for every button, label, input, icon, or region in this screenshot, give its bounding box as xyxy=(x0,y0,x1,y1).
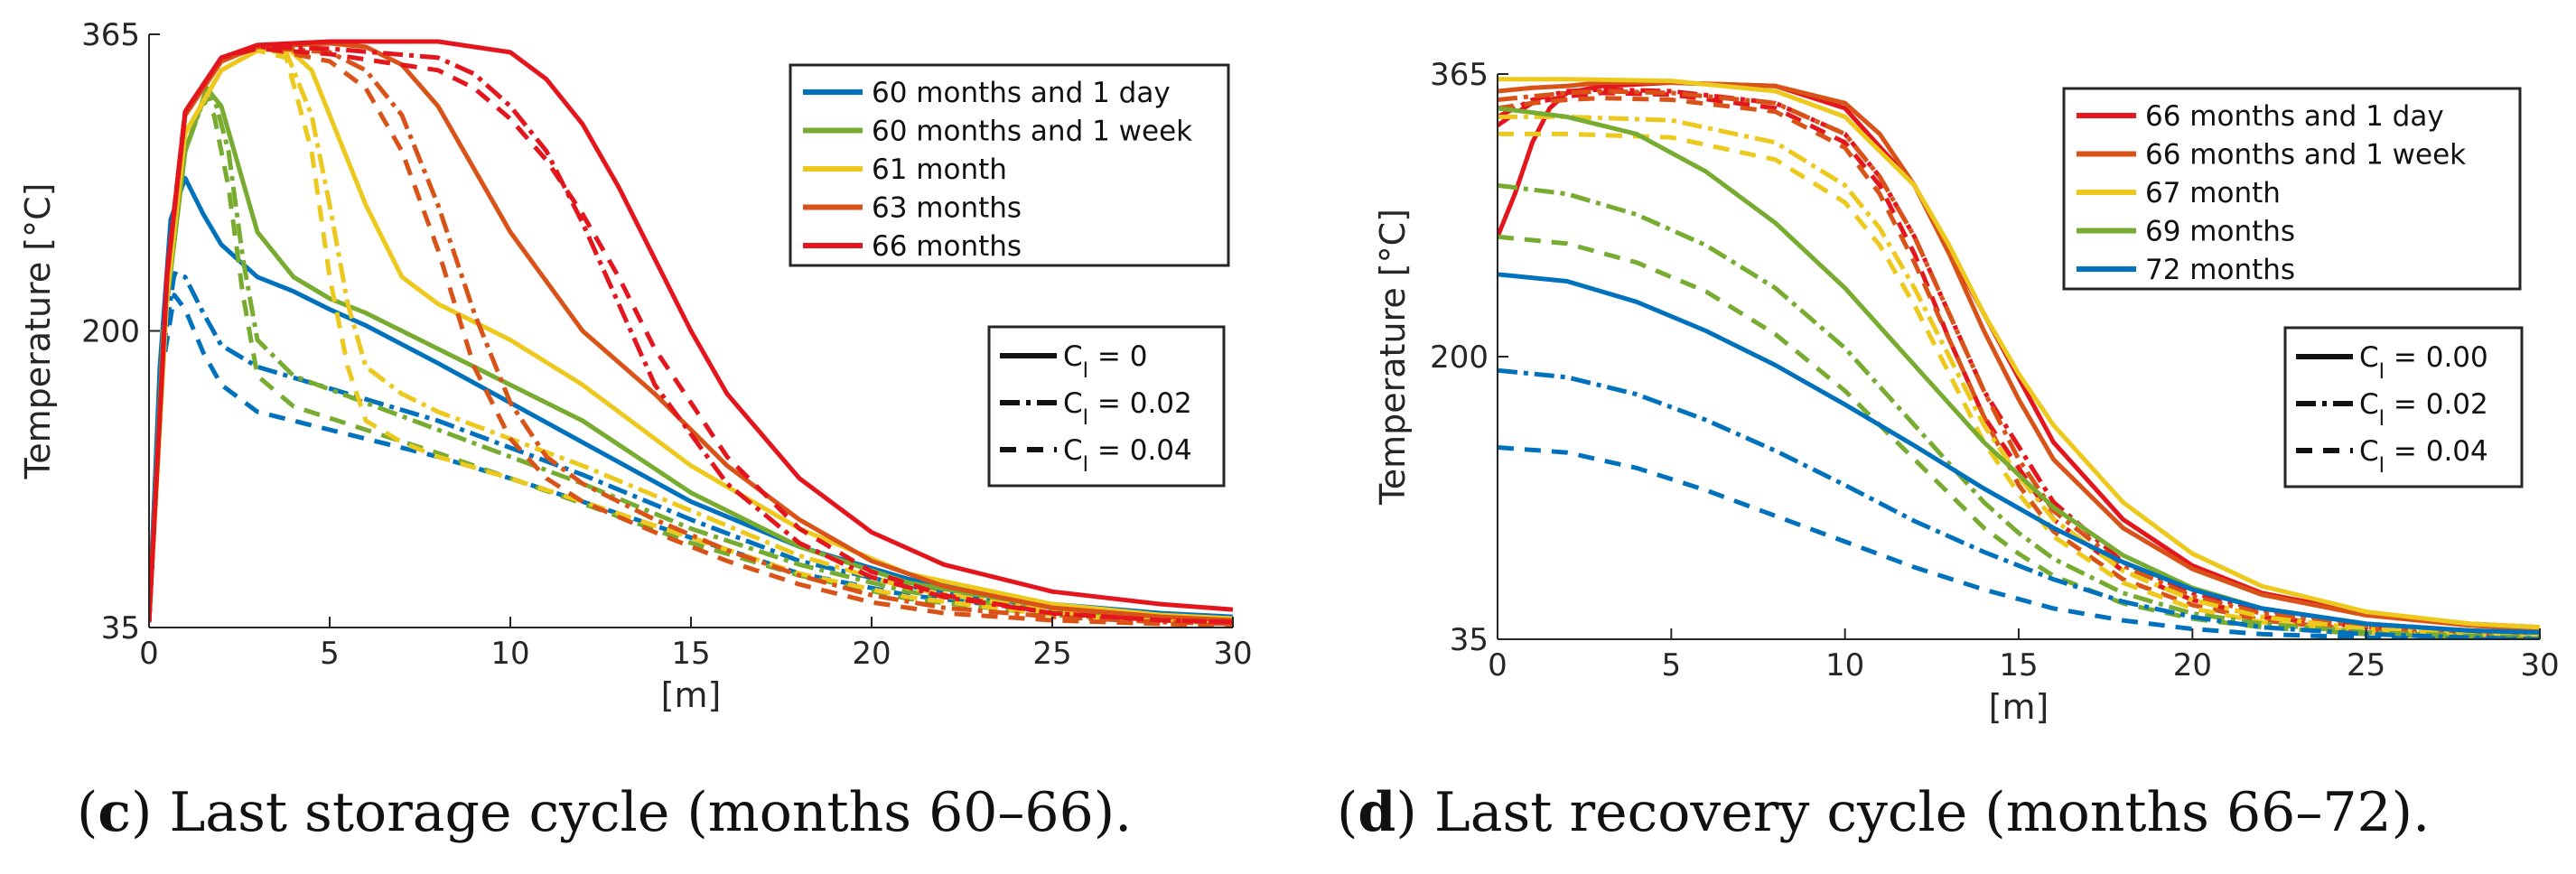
x-axis-label-c: [m] xyxy=(661,675,722,715)
series-line-d-12 xyxy=(1498,272,2540,635)
series-line-c-3 xyxy=(149,86,1233,623)
x-tick-label-d-5: 25 xyxy=(2347,647,2385,683)
series-line-d-14 xyxy=(1498,445,2540,639)
x-tick-label-d-1: 5 xyxy=(1662,647,1682,683)
caption-c-text: Last storage cycle (months 60–66). xyxy=(152,781,1132,844)
y-tick-label-c-2: 365 xyxy=(81,17,140,53)
series-line-c-14 xyxy=(149,46,1233,625)
series-line-d-5 xyxy=(1498,96,2540,638)
legend-series-c: 60 months and 1 day 60 months and 1 week 6… xyxy=(789,63,1230,267)
x-tick-label-c-6: 30 xyxy=(1213,636,1252,672)
series-line-d-6 xyxy=(1498,77,2540,630)
series-line-c-8 xyxy=(149,48,1233,627)
y-axis-label-d: Temperature [°C] xyxy=(1373,209,1413,506)
x-tick-label-c-2: 10 xyxy=(490,636,529,672)
series-line-c-10 xyxy=(149,44,1233,627)
series-line-d-7 xyxy=(1498,114,2540,638)
caption-c: (c) Last storage cycle (months 60–66). xyxy=(77,781,1132,844)
series-line-c-11 xyxy=(149,44,1233,628)
legend-label-c-3: 63 months xyxy=(872,192,1022,225)
legend-series-box-c xyxy=(789,63,1230,267)
series-line-d-3 xyxy=(1498,80,2540,632)
legend-label-c-4: 66 months xyxy=(872,230,1022,263)
legend-style-label-c-1: Cl = 0.02 xyxy=(1063,387,1192,430)
series-line-d-13 xyxy=(1498,367,2540,639)
legend-label-d-0: 66 months and 1 day xyxy=(2145,100,2444,133)
series-line-d-4 xyxy=(1498,88,2540,637)
series-line-c-1 xyxy=(149,271,1233,623)
caption-c-letter: c xyxy=(98,781,131,844)
caption-d-letter: d xyxy=(1358,781,1395,844)
x-tick-label-d-6: 30 xyxy=(2520,647,2559,683)
series-line-c-0 xyxy=(149,175,1233,623)
legend-series-d: 66 months and 1 day 66 months and 1 week 6… xyxy=(2062,87,2522,291)
legend-label-c-0: 60 months and 1 day xyxy=(872,77,1171,109)
legend-style-label-c-2: Cl = 0.04 xyxy=(1063,434,1192,477)
y-tick-label-d-2: 365 xyxy=(1430,57,1489,93)
legend-label-c-2: 61 month xyxy=(872,153,1007,186)
series-line-d-1 xyxy=(1498,87,2540,635)
legend-label-d-2: 67 month xyxy=(2145,177,2281,209)
x-tick-label-d-3: 15 xyxy=(1999,647,2038,683)
y-tick-label-c-1: 200 xyxy=(81,314,140,350)
legend-style-label-d-2: Cl = 0.04 xyxy=(2359,435,2488,478)
x-tick-label-c-4: 20 xyxy=(852,636,891,672)
x-tick-label-c-3: 15 xyxy=(671,636,710,672)
legend-label-d-3: 69 months xyxy=(2145,216,2295,248)
x-tick-label-c-0: 0 xyxy=(139,636,159,672)
x-tick-label-d-2: 10 xyxy=(1825,647,1864,683)
caption-d: (d) Last recovery cycle (months 66–72). xyxy=(1337,781,2430,844)
series-line-d-8 xyxy=(1498,131,2540,639)
series-line-d-10 xyxy=(1498,182,2540,639)
panel-d: 0 5 10 15 20 25 30 35 200 365 [m] Temperature [°C] 6… xyxy=(1373,57,2560,727)
legend-style-label-c-0: Cl = 0 xyxy=(1063,340,1147,383)
legend-label-c-1: 60 months and 1 week xyxy=(872,116,1192,148)
caption-d-text: Last recovery cycle (months 66–72). xyxy=(1417,781,2430,844)
legend-label-d-4: 72 months xyxy=(2145,254,2295,286)
x-tick-label-d-4: 20 xyxy=(2173,647,2212,683)
series-group-d xyxy=(1498,77,2540,639)
legend-label-d-1: 66 months and 1 week xyxy=(2145,139,2466,172)
legend-style-label-d-0: Cl = 0.00 xyxy=(2359,341,2488,384)
y-tick-label-c-0: 35 xyxy=(101,610,140,646)
y-axis-label-c: Temperature [°C] xyxy=(18,183,58,480)
legend-series-box-d xyxy=(2062,87,2522,291)
x-tick-label-c-1: 5 xyxy=(320,636,340,672)
x-axis-label-d: [m] xyxy=(1989,687,2049,727)
panel-c: 0 5 10 15 20 25 30 35 200 365 [m] Temperature [°C] 6… xyxy=(18,17,1253,715)
legend-style-label-d-1: Cl = 0.02 xyxy=(2359,388,2488,431)
x-tick-label-c-5: 25 xyxy=(1032,636,1071,672)
x-tick-label-d-0: 0 xyxy=(1488,647,1507,683)
y-tick-label-d-1: 200 xyxy=(1430,339,1489,376)
y-tick-label-d-0: 35 xyxy=(1450,622,1489,658)
series-group-c xyxy=(149,39,1233,628)
